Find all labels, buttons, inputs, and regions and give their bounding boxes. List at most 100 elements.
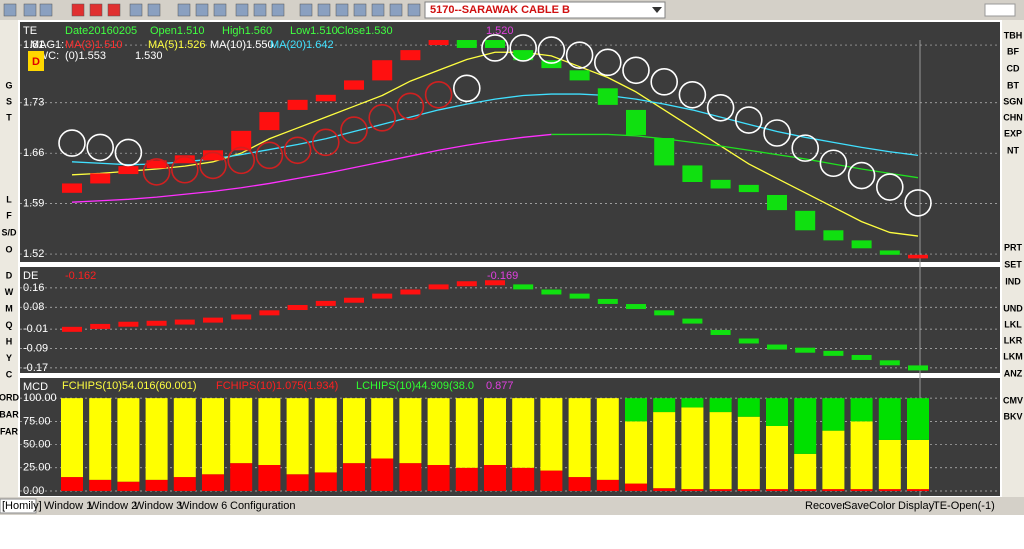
y-tick-label: 100.00 xyxy=(23,392,57,404)
side-button[interactable]: BT xyxy=(1007,80,1019,90)
candle xyxy=(569,70,590,81)
side-button[interactable]: BF xyxy=(1007,46,1019,56)
candle xyxy=(315,94,336,102)
side-button[interactable]: UND xyxy=(1003,303,1023,313)
y-tick-label: -0.17 xyxy=(23,362,48,374)
window-tab[interactable]: Window 6 xyxy=(179,500,227,512)
de-box xyxy=(146,320,167,326)
side-button[interactable]: Y xyxy=(6,353,12,363)
side-button[interactable]: S/D xyxy=(1,227,17,237)
mcd-label: 0.877 xyxy=(486,380,514,392)
rwc-circle xyxy=(847,161,876,190)
peak-annotation: 1.520 xyxy=(486,25,514,37)
side-button[interactable]: LKR xyxy=(1004,335,1023,345)
action-button[interactable]: Display xyxy=(898,500,935,512)
rwc-circle xyxy=(171,155,199,184)
rwc-circle xyxy=(452,74,481,103)
rwc-circle xyxy=(86,133,114,162)
de-box xyxy=(879,360,900,366)
side-button[interactable]: LKL xyxy=(1004,319,1022,329)
mcd-segment xyxy=(89,479,112,491)
side-button[interactable]: BKV xyxy=(1003,411,1022,421)
mcd-segment xyxy=(427,464,450,491)
mcd-segment xyxy=(512,467,535,491)
indicator-value: MA(5)1.526 xyxy=(148,39,205,51)
de-box xyxy=(738,338,759,344)
mcd-label: LCHIPS(10)44.909(38.0 xyxy=(356,380,474,392)
mcd-segment xyxy=(709,412,732,490)
side-button[interactable]: EXP xyxy=(1004,128,1022,138)
side-button[interactable]: CD xyxy=(1007,63,1020,73)
action-button[interactable]: Color xyxy=(869,500,896,512)
mcd-segment xyxy=(343,463,365,491)
logo xyxy=(984,3,1016,17)
mcd-segment xyxy=(709,489,732,491)
side-button[interactable]: ORD xyxy=(0,392,20,402)
side-button[interactable]: F xyxy=(6,210,12,220)
config-tab[interactable]: Configuration xyxy=(230,500,295,512)
de-box xyxy=(513,284,534,290)
side-button[interactable]: FAR xyxy=(0,426,19,436)
rwc-circle xyxy=(340,116,368,144)
side-button[interactable]: LKM xyxy=(1003,351,1023,361)
ma-line xyxy=(71,133,552,203)
mcd-segment xyxy=(794,489,817,491)
side-button[interactable]: BAR xyxy=(0,409,19,419)
side-button[interactable]: PRT xyxy=(1004,242,1023,252)
side-button[interactable]: W xyxy=(5,287,14,297)
rwc-circle xyxy=(255,141,284,170)
mcd-segment xyxy=(822,398,845,431)
side-button[interactable]: D xyxy=(6,270,13,280)
mcd-segment xyxy=(653,412,676,489)
mcd-segment xyxy=(766,425,788,490)
side-button[interactable]: SET xyxy=(1004,259,1022,269)
badge-letter: D xyxy=(32,56,40,68)
side-button[interactable]: S xyxy=(6,96,12,106)
indicator-value: MA(3)1.510 xyxy=(65,39,122,51)
side-button[interactable]: L xyxy=(6,194,12,204)
side-button[interactable]: H xyxy=(6,336,13,346)
window-tab[interactable]: Window 3 xyxy=(134,500,182,512)
side-button[interactable]: SGN xyxy=(1003,96,1023,106)
rwc-circle xyxy=(706,93,735,122)
window-tab[interactable]: Window 2 xyxy=(89,500,137,512)
side-button[interactable]: CMV xyxy=(1003,395,1023,405)
mcd-segment xyxy=(907,489,929,491)
panel-title: DE xyxy=(23,270,38,282)
rwc-circle xyxy=(904,189,932,217)
stock-selector[interactable] xyxy=(424,1,666,19)
side-button[interactable]: T xyxy=(6,112,12,122)
action-button[interactable]: Save xyxy=(844,500,869,512)
side-button[interactable]: G xyxy=(5,80,12,90)
side-button[interactable]: IND xyxy=(1005,276,1021,286)
candle xyxy=(541,60,562,69)
side-button[interactable]: C xyxy=(6,369,13,379)
window-tab[interactable]: Window 1 xyxy=(44,500,92,512)
rwc-circle xyxy=(368,104,397,132)
mcd-segment xyxy=(314,472,337,491)
rwc-circle xyxy=(142,158,171,186)
mcd-segment xyxy=(907,398,929,440)
side-button[interactable]: Q xyxy=(5,320,12,330)
side-button[interactable]: O xyxy=(5,244,12,254)
mcd-segment xyxy=(653,398,676,413)
mcd-segment xyxy=(145,479,168,491)
side-button[interactable]: M xyxy=(5,303,13,313)
action-button[interactable]: Recover xyxy=(805,500,846,512)
side-button[interactable]: NT xyxy=(1007,145,1019,155)
candle xyxy=(146,160,167,169)
side-button[interactable]: TBH xyxy=(1004,30,1023,40)
tab[interactable] xyxy=(0,498,37,514)
rwc-circle xyxy=(424,80,453,109)
badge xyxy=(28,51,44,71)
de-box xyxy=(485,280,505,286)
candle xyxy=(231,130,252,151)
rwc-value: 1.530 xyxy=(135,50,163,62)
side-button[interactable]: ANZ xyxy=(1004,368,1023,378)
de-box xyxy=(203,317,223,323)
rwc-circle xyxy=(114,138,143,167)
mcd-segment xyxy=(625,483,647,491)
y-tick-label: 75.00 xyxy=(23,415,51,427)
side-button[interactable]: CHN xyxy=(1003,112,1023,122)
